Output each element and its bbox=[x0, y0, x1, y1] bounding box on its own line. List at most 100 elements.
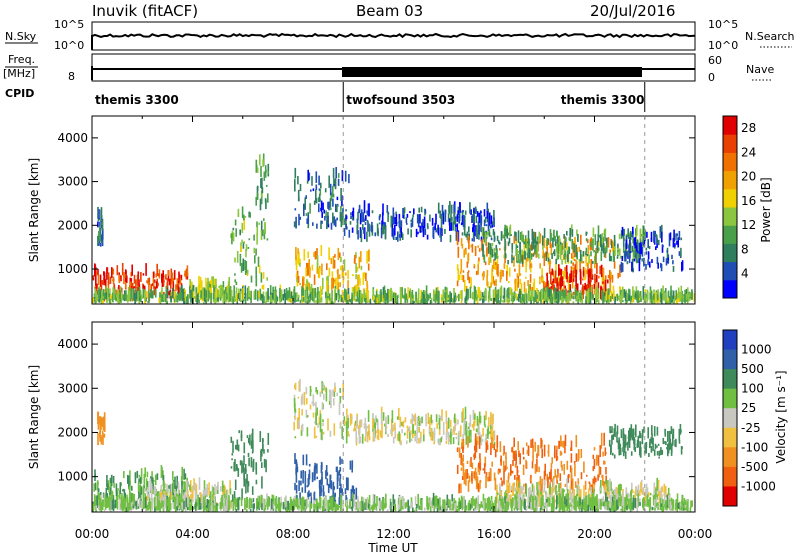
velocity-cell-5-214 bbox=[412, 414, 414, 425]
velocity-cell-3-12 bbox=[251, 441, 253, 449]
power-cell-5-20 bbox=[309, 203, 311, 214]
power-cell-7-114 bbox=[317, 267, 319, 274]
power-cell-12-750 bbox=[193, 291, 195, 297]
velocity-cell-4-77 bbox=[315, 415, 317, 426]
velocity-cell-4-26 bbox=[307, 427, 309, 436]
power-cell-6-159 bbox=[473, 212, 475, 223]
station-title: Inuvik (fitACF) bbox=[92, 2, 198, 20]
power-cell-0-68 bbox=[102, 280, 104, 285]
velocity-cell-9-108 bbox=[651, 446, 653, 453]
power-cell-6-217 bbox=[406, 217, 408, 223]
velocity-cell-0-129 bbox=[185, 473, 187, 479]
power-cell-11-45 bbox=[681, 238, 683, 241]
power-cell-12-840 bbox=[632, 298, 634, 303]
power-cell-6-150 bbox=[480, 211, 482, 213]
power-cell-8-146 bbox=[459, 274, 461, 280]
velocity-cell-7-238 bbox=[538, 467, 540, 473]
velocity-cell-5-42 bbox=[364, 426, 366, 429]
velocity-cell-8-293 bbox=[578, 484, 580, 494]
power-cell-10-173 bbox=[508, 242, 510, 246]
velocity-cell-5-51 bbox=[473, 410, 475, 420]
power-cell-6-181 bbox=[358, 209, 360, 213]
velocity-cell-7-175 bbox=[461, 468, 463, 471]
power-cell-5-27 bbox=[345, 171, 347, 182]
power-cell-12-965 bbox=[98, 288, 100, 299]
power-cell-12-701 bbox=[315, 288, 317, 298]
power-cell-8-153 bbox=[506, 271, 508, 281]
velocity-cell-0-137 bbox=[120, 482, 122, 494]
power-cell-5-95 bbox=[303, 204, 305, 216]
power-cell-12-889 bbox=[116, 294, 118, 297]
power-cell-10-276 bbox=[510, 225, 512, 235]
power-cell-5-16 bbox=[323, 210, 325, 214]
power-cell-11-108 bbox=[628, 245, 630, 253]
velocity-cell-3-53 bbox=[231, 458, 233, 460]
velocity-cell-0-88 bbox=[147, 472, 149, 478]
power-cell-6-232 bbox=[457, 210, 459, 214]
power-cell-11-14 bbox=[646, 251, 648, 254]
velocity-cell-7-190 bbox=[465, 469, 467, 478]
nave-dense-block bbox=[342, 67, 642, 77]
velocity-cell-5-178 bbox=[423, 435, 425, 442]
velocity-cell-5-207 bbox=[381, 431, 383, 439]
velocity-cell-5-255 bbox=[479, 412, 481, 423]
power-cell-9-10 bbox=[550, 272, 552, 285]
velocity-cell-0-51 bbox=[131, 486, 133, 491]
power-cell-12-587 bbox=[207, 287, 209, 300]
velocity-cell-5-234 bbox=[373, 434, 375, 439]
velocity-cell-5-94 bbox=[415, 413, 417, 425]
velocity-cell-3-30 bbox=[251, 433, 253, 442]
power-cell-12-306 bbox=[172, 288, 174, 298]
power-cell-3-5 bbox=[234, 258, 236, 263]
velocity-cell-1-125 bbox=[214, 484, 216, 493]
velocity-cell-9-126 bbox=[629, 428, 631, 436]
power-cell-10-200 bbox=[516, 249, 518, 261]
velocity-cell-4-87 bbox=[310, 386, 312, 396]
velocity-cell-4-34 bbox=[339, 388, 341, 393]
power-cell-8-137 bbox=[542, 278, 544, 282]
power-cell-12-1007 bbox=[678, 288, 680, 299]
velocity-cell-5-183 bbox=[436, 423, 438, 429]
velocity-cell-5-194 bbox=[482, 428, 484, 437]
power-cell-10-151 bbox=[514, 231, 516, 236]
velocity-cell-7-19 bbox=[467, 436, 469, 447]
power-cell-12-1044 bbox=[630, 296, 632, 300]
power-cell-7-60 bbox=[321, 245, 323, 256]
power-cell-12-934 bbox=[568, 293, 570, 301]
power-cell-6-188 bbox=[451, 223, 453, 231]
power-cell-10-291 bbox=[533, 254, 535, 257]
power-cell-12-928 bbox=[232, 298, 234, 303]
power-cell-8-240 bbox=[470, 277, 472, 288]
power-cell-6-92 bbox=[455, 216, 457, 219]
power-cell-8-267 bbox=[539, 263, 541, 268]
power-cell-11-58 bbox=[651, 238, 653, 241]
velocity-cell-3-23 bbox=[253, 498, 255, 502]
power-cell-12-668 bbox=[377, 300, 379, 304]
velocity-cell-9-127 bbox=[671, 429, 673, 434]
power-cell-7-73 bbox=[322, 278, 324, 289]
velocity-cell-7-231 bbox=[525, 460, 527, 468]
velocity-cell-0-74 bbox=[139, 475, 141, 478]
velocity-cell-9-134 bbox=[623, 442, 625, 448]
velocity-cell-10-476 bbox=[685, 505, 687, 508]
velocity-cell-4-22 bbox=[334, 423, 336, 435]
power-cell-2-24 bbox=[101, 241, 103, 243]
power-cell-8-173 bbox=[502, 270, 504, 277]
power-cell-10-287 bbox=[497, 236, 499, 241]
velocity-cell-8-306 bbox=[658, 489, 660, 492]
velocity-cell-5-79 bbox=[400, 417, 402, 426]
velocity-cell-1-46 bbox=[208, 482, 210, 495]
power-cell-0-55 bbox=[175, 284, 177, 291]
power-cell-11-94 bbox=[661, 232, 663, 243]
power-cell-8-53 bbox=[586, 270, 588, 274]
power-cell-5-51 bbox=[305, 195, 307, 199]
velocity-cell-8-209 bbox=[567, 489, 569, 499]
power-cell-6-251 bbox=[395, 237, 397, 240]
power-cell-8-140 bbox=[504, 263, 506, 269]
power-cell-6-170 bbox=[439, 211, 441, 218]
power-cell-6-207 bbox=[477, 211, 479, 217]
velocity-cell-0-125 bbox=[123, 471, 125, 478]
power-cell-5-89 bbox=[332, 199, 334, 207]
power-cell-10-275 bbox=[588, 255, 590, 263]
